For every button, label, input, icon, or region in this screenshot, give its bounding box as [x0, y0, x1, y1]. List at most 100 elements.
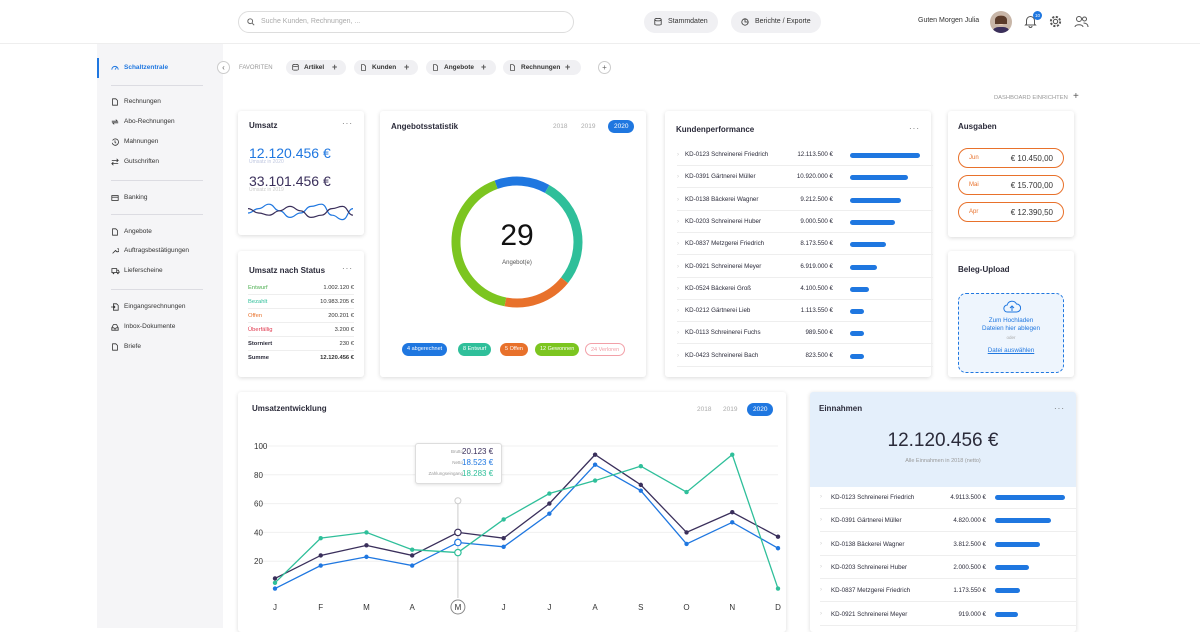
more-icon[interactable]: ···	[342, 264, 353, 273]
sidebar-item-banking[interactable]: Banking	[111, 192, 148, 204]
data-point[interactable]	[592, 452, 598, 457]
status-chip[interactable]: 5 Offen	[500, 343, 528, 356]
year-tab-2018[interactable]: 2018	[553, 123, 568, 130]
avatar[interactable]	[990, 11, 1012, 33]
table-row[interactable]: › KD-0391 Gärtnerei Müller 10.920.000 €	[677, 166, 933, 189]
data-point[interactable]	[684, 530, 689, 535]
sidebar-item-gutschriften[interactable]: Gutschriften	[111, 156, 159, 168]
fav-chip-angebote[interactable]: Angebote +	[426, 60, 496, 75]
file-select-link[interactable]: Datei auswählen	[987, 347, 1035, 354]
add-icon[interactable]: +	[404, 62, 410, 72]
year-tab-2020[interactable]: 2020	[747, 403, 774, 416]
table-row[interactable]: › KD-0203 Schreinerei Huber 9.000.500 €	[677, 211, 933, 233]
sidebar-item-rechnungen[interactable]: Rechnungen	[111, 96, 161, 108]
table-row[interactable]: › KD-0524 Bäckerei Groß 4.100.500 €	[677, 278, 933, 300]
more-icon[interactable]: ···	[1054, 404, 1065, 413]
year-tab-2019[interactable]: 2019	[581, 123, 596, 130]
data-point[interactable]	[775, 534, 781, 539]
table-row[interactable]: › KD-0113 Schreinerei Fuchs 989.500 €	[677, 322, 933, 345]
status-chip[interactable]: 12 Gewonnen	[535, 343, 580, 356]
table-row[interactable]: › KD-0921 Schreinerei Meyer 6.919.000 €	[677, 256, 933, 278]
sidebar-item-briefe[interactable]: Briefe	[111, 341, 141, 353]
data-point[interactable]	[684, 541, 689, 547]
data-point[interactable]	[454, 548, 462, 557]
data-point[interactable]	[318, 563, 323, 568]
data-point[interactable]	[454, 538, 462, 547]
data-point[interactable]	[638, 463, 644, 469]
data-point[interactable]	[501, 544, 506, 549]
table-row[interactable]: › KD-0212 Gärtnerei Lieb 1.113.550 €	[677, 300, 933, 323]
table-row[interactable]: › KD-0837 Metzgerei Friedrich 8.173.550 €	[677, 233, 933, 256]
status-chip[interactable]: 4 abgerechnet	[402, 343, 448, 356]
add-widget-icon[interactable]: +	[1073, 91, 1079, 102]
data-point[interactable]	[409, 547, 415, 552]
dashboard-settings-link[interactable]: DASHBOARD EINRICHTEN	[994, 95, 1068, 101]
data-point[interactable]	[318, 535, 323, 541]
fav-chip-kunden[interactable]: Kunden +	[354, 60, 418, 75]
sidebar-item-schaltzentrale[interactable]: Schaltzentrale	[111, 62, 168, 74]
data-point[interactable]	[409, 563, 415, 568]
table-row[interactable]: › KD-0921 Schreinerei Meyer 919.000 €	[820, 603, 1076, 626]
expense-row[interactable]: Mai € 15.700,00	[958, 175, 1064, 195]
add-icon[interactable]: +	[332, 62, 338, 72]
data-point[interactable]	[730, 452, 735, 457]
table-row[interactable]: › KD-0138 Bäckerei Wagner 3.812.500 €	[820, 533, 1076, 556]
sidebar-item-auftragsbestaetigungen[interactable]: Auftragsbestätigungen	[111, 245, 189, 257]
upload-dropzone[interactable]: Zum Hochladen Dateien hier ablegen oder …	[958, 293, 1064, 373]
users-icon[interactable]	[1074, 15, 1089, 33]
data-point[interactable]	[730, 510, 735, 515]
bell-icon[interactable]	[1024, 14, 1037, 33]
sidebar-item-abo-rechnungen[interactable]: Abo-Rechnungen	[111, 116, 175, 128]
data-point[interactable]	[454, 528, 462, 537]
data-point[interactable]	[775, 546, 781, 551]
data-point[interactable]	[638, 488, 644, 493]
collapse-sidebar-button[interactable]: ‹	[217, 61, 230, 74]
data-point[interactable]	[592, 462, 598, 467]
year-tab-2020[interactable]: 2020	[608, 120, 635, 133]
expense-row[interactable]: Jun € 10.450,00	[958, 148, 1064, 168]
sidebar-item-angebote[interactable]: Angebote	[111, 226, 152, 238]
data-point[interactable]	[638, 482, 644, 488]
data-point[interactable]	[501, 517, 506, 522]
table-row[interactable]: › KD-0837 Metzgerei Friedrich 1.173.550 €	[820, 579, 1076, 603]
data-point[interactable]	[364, 543, 369, 548]
data-point[interactable]	[547, 511, 552, 516]
data-point[interactable]	[272, 580, 278, 585]
fav-chip-rechnungen[interactable]: Rechnungen +	[503, 60, 581, 75]
year-tab-2018[interactable]: 2018	[697, 406, 712, 413]
data-point[interactable]	[409, 553, 415, 558]
table-row[interactable]: › KD-0423 Schreinerei Bach 823.500 €	[677, 345, 933, 367]
stammdaten-button[interactable]: Stammdaten	[644, 11, 718, 33]
data-point[interactable]	[272, 586, 278, 591]
data-point[interactable]	[547, 501, 552, 506]
table-row[interactable]: › KD-0123 Schreinerei Friedrich 12.113.500…	[677, 144, 933, 166]
table-row[interactable]: › KD-0123 Schreinerei Friedrich 4.9113.500…	[820, 486, 1076, 509]
sidebar-item-mahnungen[interactable]: Mahnungen	[111, 136, 158, 148]
year-tab-2019[interactable]: 2019	[723, 406, 738, 413]
add-favorite-button[interactable]: +	[598, 61, 611, 74]
data-point[interactable]	[364, 554, 369, 560]
data-point[interactable]	[592, 478, 598, 483]
data-point[interactable]	[730, 520, 735, 525]
status-chip[interactable]: 8 Entwurf	[458, 343, 492, 356]
data-point[interactable]	[364, 530, 369, 535]
add-icon[interactable]: +	[565, 62, 571, 72]
data-point[interactable]	[775, 586, 781, 591]
table-row[interactable]: › KD-0203 Schreinerei Huber 2.000.500 €	[820, 556, 1076, 579]
data-point[interactable]	[318, 553, 323, 558]
data-point[interactable]	[547, 491, 552, 496]
status-chip[interactable]: 24 Verloren	[585, 343, 626, 356]
table-row[interactable]: › KD-0391 Gärtnerei Müller 4.820.000 €	[820, 509, 1076, 533]
sidebar-item-eingangsrechnungen[interactable]: Eingangsrechnungen	[111, 301, 185, 313]
add-icon[interactable]: +	[481, 62, 487, 72]
sidebar-item-inbox-dokumente[interactable]: Inbox-Dokumente	[111, 321, 175, 333]
data-point[interactable]	[501, 535, 506, 541]
fav-chip-artikel[interactable]: Artikel +	[286, 60, 346, 75]
gear-icon[interactable]	[1049, 15, 1062, 33]
data-point[interactable]	[684, 489, 689, 495]
more-icon[interactable]: ···	[342, 119, 353, 128]
data-point[interactable]	[272, 576, 278, 581]
expense-row[interactable]: Apr € 12.390,50	[958, 202, 1064, 222]
sidebar-item-lieferscheine[interactable]: Lieferscheine	[111, 265, 163, 277]
berichte-button[interactable]: Berichte / Exporte	[731, 11, 821, 33]
